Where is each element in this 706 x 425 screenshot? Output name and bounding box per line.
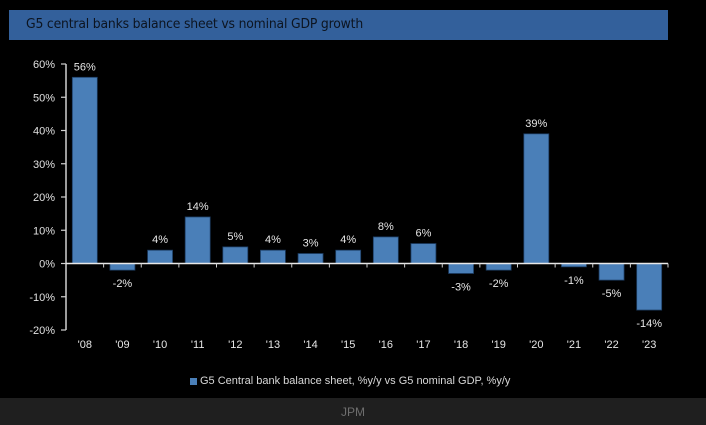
x-tick-label: '17 — [416, 339, 430, 351]
data-label: 3% — [303, 238, 319, 250]
bar — [372, 236, 399, 264]
x-tick-label: '18 — [454, 339, 468, 351]
x-tick-label: '09 — [115, 339, 129, 351]
data-label: 4% — [265, 234, 281, 246]
data-label: -2% — [489, 278, 509, 290]
bar — [109, 263, 136, 271]
bar — [147, 249, 173, 264]
bars — [71, 76, 663, 311]
data-label: 4% — [340, 234, 356, 246]
data-label: -1% — [564, 275, 584, 287]
x-axis — [66, 262, 669, 268]
bar — [71, 76, 98, 264]
x-tick-label: '19 — [492, 339, 506, 351]
data-label: -14% — [636, 318, 662, 330]
chart-title: G5 central banks balance sheet vs nomina… — [26, 16, 364, 32]
data-label: 5% — [227, 231, 243, 243]
bar — [222, 246, 249, 264]
data-label: -2% — [113, 278, 133, 290]
y-tick-label: 30% — [33, 159, 55, 171]
x-tick-label: '10 — [153, 339, 167, 351]
chart-title-bar: G5 central banks balance sheet vs nomina… — [9, 10, 668, 40]
data-label: 6% — [415, 228, 431, 240]
x-tick-label: '23 — [642, 339, 656, 351]
y-tick-label: 20% — [33, 192, 55, 204]
x-tick-labels: '08 '09 '10 '11 '12 '13 '14 '15 '16 '17 '18 '19 '20 '… — [78, 339, 657, 351]
legend-swatch — [190, 377, 197, 385]
x-tick-label: '12 — [228, 339, 242, 351]
data-labels: 56% -2% 4% 14% 5% 4% 3% 4% 8% 6% -3% -2% 39% -1% -5% -1… — [74, 61, 662, 330]
legend-label: G5 Central bank balance sheet, %y/y vs G… — [200, 375, 511, 387]
y-tick-label: 0% — [39, 259, 55, 271]
data-label: 14% — [187, 201, 209, 213]
bar-chart: -20% -10% 0% 10% 20% 30% 40% 50% 60% 56% -2% 4% 14%… — [29, 59, 669, 351]
bar — [448, 263, 474, 274]
x-tick-label: '14 — [303, 339, 317, 351]
x-tick-label: '22 — [604, 339, 618, 351]
bar — [260, 249, 286, 264]
data-label: 4% — [152, 234, 168, 246]
footer: JPM — [0, 398, 706, 425]
y-tick-label: -10% — [29, 292, 55, 304]
y-tick-label: 50% — [33, 92, 55, 104]
bar — [523, 133, 550, 264]
legend: G5 Central bank balance sheet, %y/y vs G… — [190, 375, 510, 387]
y-tick-label: 60% — [33, 59, 55, 71]
x-tick-label: '11 — [191, 339, 205, 351]
bar — [636, 263, 663, 311]
y-tick-label: 10% — [33, 225, 55, 237]
data-label: -3% — [451, 281, 471, 293]
source-label: JPM — [341, 405, 365, 419]
x-tick-label: '16 — [379, 339, 393, 351]
x-tick-label: '15 — [341, 339, 355, 351]
bar — [485, 263, 512, 271]
data-label: 56% — [74, 61, 96, 73]
bar — [410, 243, 437, 264]
bar — [335, 249, 362, 264]
x-tick-label: '20 — [529, 339, 543, 351]
y-tick-label: 40% — [33, 126, 55, 138]
bar — [598, 263, 625, 281]
bar — [297, 253, 324, 264]
data-label: 39% — [525, 118, 547, 130]
data-label: 8% — [378, 221, 394, 233]
x-tick-label: '13 — [266, 339, 280, 351]
x-tick-label: '21 — [567, 339, 581, 351]
data-label: -5% — [602, 288, 622, 300]
y-tick-label: -20% — [29, 325, 55, 337]
y-axis: -20% -10% 0% 10% 20% 30% 40% 50% 60% — [29, 59, 67, 337]
bar — [184, 216, 211, 264]
x-tick-label: '08 — [78, 339, 92, 351]
